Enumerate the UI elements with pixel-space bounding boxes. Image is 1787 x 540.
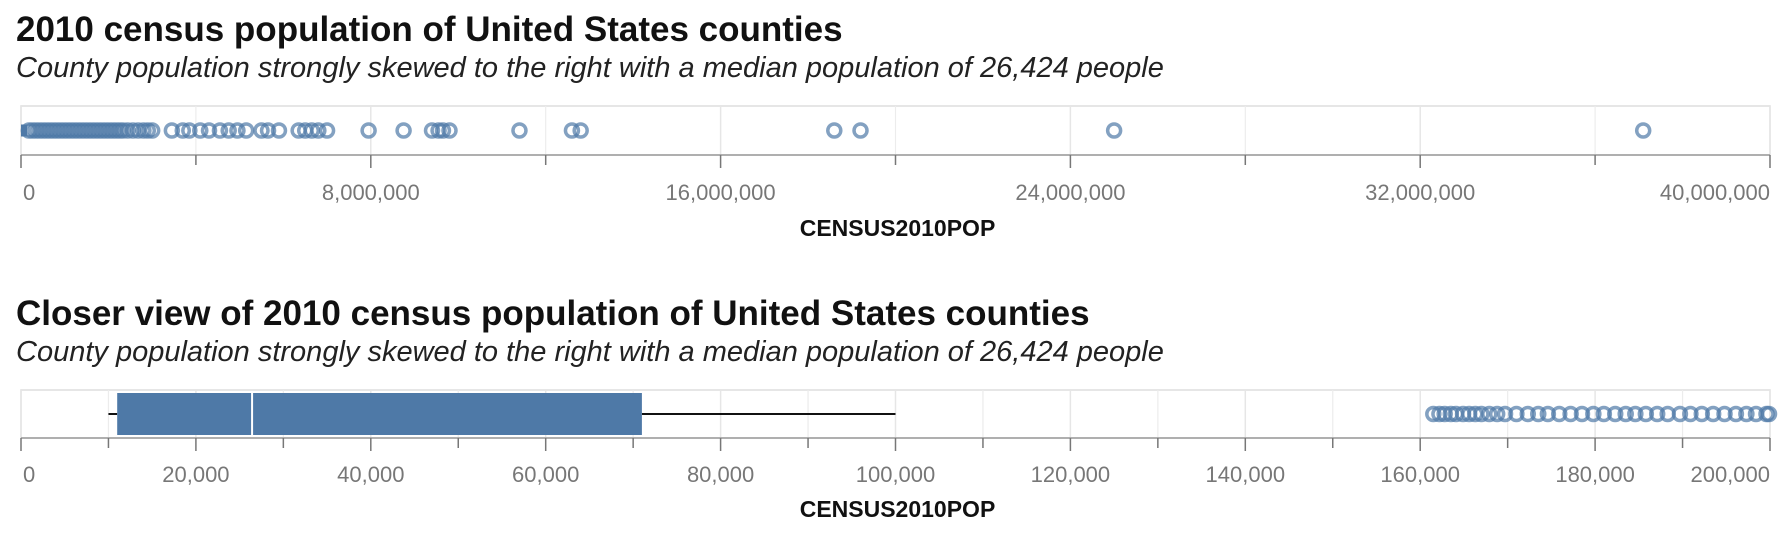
outlier-point (511, 122, 528, 139)
outlier-point (211, 122, 229, 139)
outlier-point (200, 122, 218, 139)
outlier-point (181, 122, 198, 139)
x-tick-label: 160,000 (1380, 462, 1460, 487)
x-tick-label: 0 (23, 462, 35, 487)
x-tick-label: 40,000,000 (1660, 180, 1770, 205)
x-axis-title: CENSUS2010POP (800, 496, 996, 522)
outlier-point (229, 122, 246, 139)
chart-subtitle: County population strongly skewed to the… (16, 336, 1164, 368)
x-tick-label: 200,000 (1690, 462, 1770, 487)
outlier-point (192, 122, 209, 139)
x-tick-label: 32,000,000 (1365, 180, 1475, 205)
outlier-point (1634, 122, 1652, 139)
outlier-point (826, 122, 843, 139)
outlier-point (395, 122, 412, 139)
outlier-point (1488, 405, 1506, 423)
outlier-point (1617, 405, 1634, 423)
x-tick-label: 8,000,000 (322, 180, 420, 205)
outlier-point (1627, 405, 1644, 423)
outlier-point (1738, 405, 1755, 423)
x-tick-label: 120,000 (1031, 462, 1111, 487)
chart-title: 2010 census population of United States … (16, 10, 843, 49)
outlier-point (572, 122, 589, 139)
outlier-point (1585, 405, 1602, 423)
outlier-point (220, 122, 237, 139)
outlier-point (563, 122, 581, 139)
outlier-point (143, 122, 161, 139)
outlier-point (1473, 405, 1490, 423)
x-tick-label: 40,000 (337, 462, 404, 487)
outlier-point (303, 122, 321, 139)
x-tick-label: 0 (23, 180, 35, 205)
boxplot-overview: 0 8,000,000 16,000,000 24,000,000 32,000,000… (20, 105, 1771, 241)
x-tick-label: 16,000,000 (666, 180, 776, 205)
outlier-point (852, 122, 869, 139)
outlier-point (253, 122, 270, 139)
outlier-point (1481, 405, 1498, 423)
outlier-point (119, 122, 136, 139)
x-tick-label: 140,000 (1206, 462, 1286, 487)
outlier-point (434, 122, 452, 139)
boxplot-closer-view: 0 20,000 40,000 60,000 80,000 100,000 120,000 1… (20, 389, 1778, 522)
box-iqr (117, 393, 642, 435)
x-tick-label: 24,000,000 (1015, 180, 1125, 205)
x-tick-label: 100,000 (856, 462, 936, 487)
outlier-point (310, 122, 327, 139)
outlier-point (1760, 405, 1778, 423)
chart-subtitle: County population strongly skewed to the… (16, 52, 1164, 84)
x-tick-label: 60,000 (512, 462, 579, 487)
chart-title: Closer view of 2010 census population of… (16, 294, 1090, 333)
outlier-point (423, 122, 441, 139)
outlier-point (1648, 405, 1666, 423)
outlier-point (163, 122, 181, 139)
outlier-point (174, 122, 192, 139)
x-tick-label: 20,000 (162, 462, 229, 487)
outlier-point (1727, 405, 1745, 423)
outlier-point (1530, 405, 1547, 423)
outlier-point (1606, 405, 1624, 423)
outlier-point (318, 122, 336, 139)
x-axis-title: CENSUS2010POP (800, 215, 996, 241)
outlier-point (259, 122, 277, 139)
outlier-point (124, 122, 142, 139)
chart-panel-closer-view: Closer view of 2010 census population of… (0, 282, 1787, 540)
outlier-point (441, 122, 458, 139)
outlier-point (1105, 122, 1123, 139)
outlier-point (237, 122, 255, 139)
outlier-point (360, 122, 377, 139)
x-tick-label: 80,000 (687, 462, 754, 487)
outlier-point (1671, 405, 1689, 423)
outlier-point (270, 122, 288, 139)
x-tick-label: 180,000 (1555, 462, 1635, 487)
chart-panel-overview: 2010 census population of United States … (16, 10, 1771, 241)
outlier-point (1519, 405, 1537, 423)
